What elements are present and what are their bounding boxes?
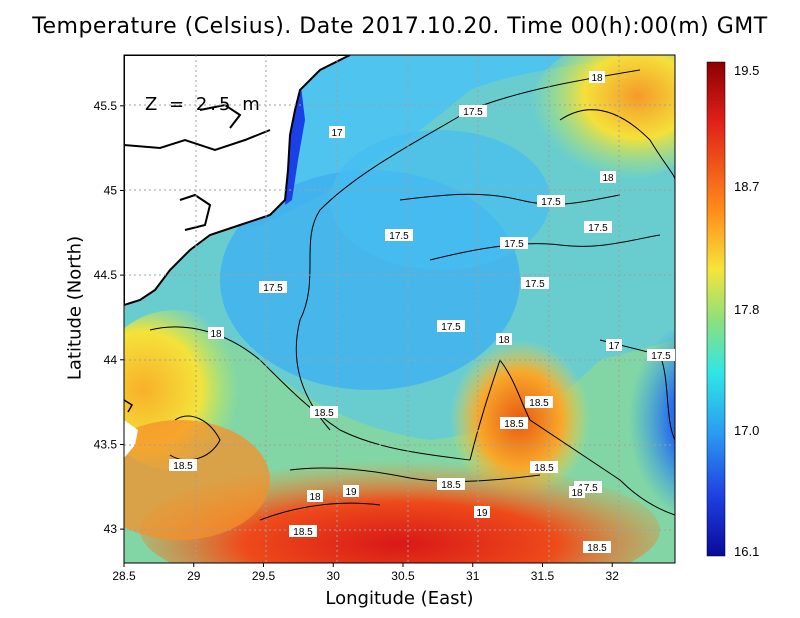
contour-label-bg <box>584 221 612 233</box>
land-mass <box>124 55 351 458</box>
y-tick-label: 43.5 <box>94 437 118 451</box>
contour-label: 17.5 <box>504 239 524 250</box>
contour-label: 18.5 <box>293 527 313 538</box>
contour-label-bg <box>537 195 565 207</box>
contour-label-bg <box>525 396 553 408</box>
contour-label-bg <box>530 461 558 473</box>
contour-label-bg <box>459 105 487 117</box>
contour-label: 18 <box>210 329 222 340</box>
y-tick-label: 44 <box>104 353 118 367</box>
plot-frame <box>123 54 676 564</box>
x-tick-label: 28.5 <box>112 569 136 583</box>
contour-label-bg <box>343 485 359 497</box>
x-tick-label: 30.5 <box>391 569 415 583</box>
y-axis-ticks: 43 43.5 44 44.5 45 45.5 <box>94 99 124 536</box>
x-tick-label: 29 <box>187 569 201 583</box>
contour-label-bg <box>307 490 323 502</box>
contour-label: 18 <box>571 488 583 499</box>
contour-label-bg <box>385 229 413 241</box>
contour-label-bg <box>583 541 611 553</box>
contour-label: 17.5 <box>389 231 409 242</box>
y-tick-label: 45.5 <box>94 99 118 113</box>
contour-label: 17.5 <box>588 223 608 234</box>
x-tick-label: 29.5 <box>252 569 276 583</box>
contour-label-bg <box>500 237 528 249</box>
contour-label-bg <box>474 506 490 518</box>
x-tick-label: 32 <box>606 569 620 583</box>
x-tick-label: 31 <box>466 569 480 583</box>
contour-label: 18.5 <box>314 408 334 419</box>
y-axis-label: Latitude (North) <box>64 235 86 381</box>
contour-label: 17.5 <box>263 283 283 294</box>
x-tick-label: 30 <box>327 569 341 583</box>
contour-label: 18.5 <box>587 543 607 554</box>
contour-label-bg <box>589 71 605 83</box>
x-axis-ticks: 28.5 29 29.5 30 30.5 31 31.5 32 <box>112 563 619 583</box>
contour-label: 17.5 <box>578 483 598 494</box>
x-axis-label: Longitude (East) <box>325 588 474 609</box>
contour-label: 18.5 <box>529 398 549 409</box>
contour-label-bg <box>329 126 345 138</box>
colorbar-tick-label: 19.5 <box>734 63 759 78</box>
depth-label: Z = 2.5 m <box>145 94 263 115</box>
contour-label-bg <box>569 486 585 498</box>
colorbar-tick-label: 17.0 <box>734 423 759 438</box>
contour-label: 19 <box>476 508 488 519</box>
grid <box>124 55 675 563</box>
contour-label: 17.5 <box>525 279 545 290</box>
contour-label-bg <box>647 349 675 361</box>
contour-label-bg <box>208 327 224 339</box>
contour-label: 17 <box>331 128 343 139</box>
colorbar-tick-label: 18.7 <box>734 179 759 194</box>
y-tick-label: 43 <box>104 522 118 536</box>
contour-label: 17.5 <box>541 197 561 208</box>
contour-label: 18.5 <box>504 419 524 430</box>
temperature-field <box>124 55 675 563</box>
contour-label: 18 <box>498 335 510 346</box>
contour-label-bg <box>437 478 465 490</box>
contour-label-bg <box>169 459 197 471</box>
contour-label-bg <box>437 320 465 332</box>
contour-label: 18.5 <box>173 461 193 472</box>
map-title: Temperature (Celsius). Date 2017.10.20. … <box>32 14 768 39</box>
colorbar <box>706 61 726 557</box>
contour-label: 18 <box>309 492 321 503</box>
y-tick-label: 44.5 <box>94 268 118 282</box>
contour-label: 18.5 <box>534 463 554 474</box>
colorbar-tick-label: 16.1 <box>734 544 759 559</box>
contour-label-bg <box>310 406 338 418</box>
contour-label: 18 <box>591 73 603 84</box>
colorbar-ticks: 19.5 18.7 17.8 17.0 16.1 <box>734 63 759 559</box>
contour-label: 17 <box>608 341 620 352</box>
colorbar-tick-label: 17.8 <box>734 302 759 317</box>
contour-label-bg <box>289 525 317 537</box>
contour-label: 17.5 <box>463 107 483 118</box>
contour-label-bg <box>606 339 622 351</box>
contour-label: 19 <box>345 487 357 498</box>
contour-label: 17.5 <box>441 322 461 333</box>
contour-label-bg <box>496 333 512 345</box>
contour-label: 18 <box>602 173 614 184</box>
y-tick-label: 45 <box>104 183 118 197</box>
x-tick-label: 31.5 <box>531 569 555 583</box>
contour-labels: 1817.5171817.517.517.517.517.517.5181817… <box>169 71 675 554</box>
contour-label-bg <box>259 281 287 293</box>
contour-label: 18.5 <box>441 480 461 491</box>
contour-label: 17.5 <box>651 351 671 362</box>
contour-label-bg <box>500 417 528 429</box>
contour-label-bg <box>521 277 549 289</box>
contour-label-bg <box>600 171 616 183</box>
